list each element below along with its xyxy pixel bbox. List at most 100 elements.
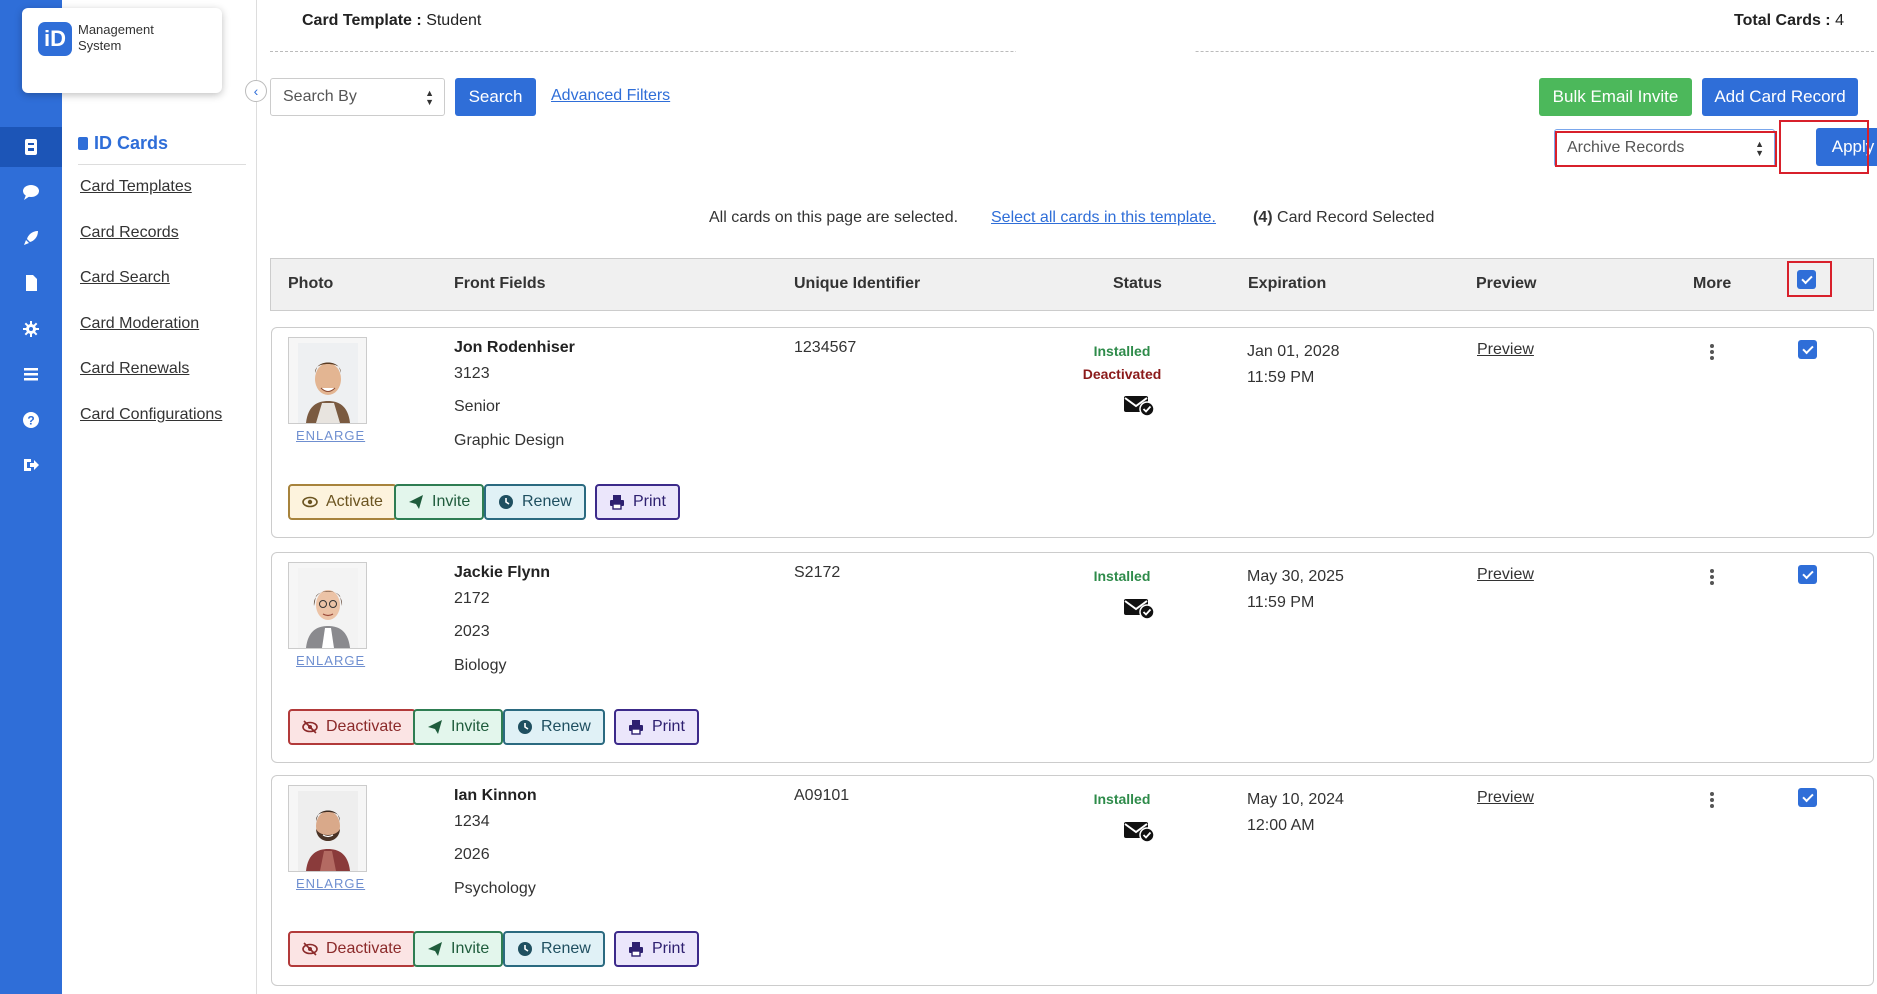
table-row: ENLARGE Ian Kinnon 1234 2026 Psychology … [271, 775, 1874, 986]
logout-icon[interactable] [0, 445, 62, 485]
deactivate-button[interactable]: Deactivate [288, 709, 416, 745]
email-sent-icon [1124, 396, 1155, 416]
card-field-id: 1234 [454, 813, 490, 830]
search-by-value: Search By [283, 88, 357, 105]
expiration-date: Jan 01, 2028 [1247, 343, 1340, 360]
col-unique-identifier: Unique Identifier [794, 275, 921, 292]
print-button[interactable]: Print [614, 931, 699, 967]
print-label: Print [652, 940, 685, 957]
print-button[interactable]: Print [595, 484, 680, 520]
expiration-time: 12:00 AM [1247, 817, 1315, 834]
renew-button[interactable]: Renew [484, 484, 586, 520]
activate-button[interactable]: Activate [288, 484, 397, 520]
table-row: ENLARGE Jon Rodenhiser 3123 Senior Graph… [271, 327, 1874, 538]
search-button[interactable]: Search [455, 78, 536, 116]
email-sent-icon [1124, 822, 1155, 842]
expiration-time: 11:59 PM [1247, 594, 1315, 611]
selection-message: All cards on this page are selected. [709, 209, 959, 226]
person-photo [288, 337, 367, 424]
table-row: ENLARGE Jackie Flynn 2172 2023 Biology S… [271, 552, 1874, 763]
enlarge-photo-link[interactable]: ENLARGE [296, 653, 366, 668]
clock-icon [518, 720, 532, 734]
icon-rail: ? [0, 0, 72, 994]
selected-count-label: Card Record Selected [1277, 209, 1435, 226]
list-icon[interactable] [0, 354, 62, 394]
nav-card-search[interactable]: Card Search [80, 269, 170, 286]
invite-button[interactable]: Invite [413, 709, 504, 745]
rocket-icon[interactable] [0, 218, 62, 258]
more-options-icon[interactable] [1709, 344, 1715, 362]
col-preview: Preview [1476, 275, 1537, 292]
paper-plane-icon [409, 495, 423, 509]
col-photo: Photo [288, 275, 334, 292]
gear-icon[interactable] [0, 309, 62, 349]
bulk-email-invite-button[interactable]: Bulk Email Invite [1539, 78, 1692, 116]
eye-slash-icon [302, 720, 318, 734]
enlarge-photo-link[interactable]: ENLARGE [296, 428, 366, 443]
renew-button[interactable]: Renew [503, 709, 605, 745]
highlight-box [1555, 131, 1777, 167]
more-options-icon[interactable] [1709, 569, 1715, 587]
nav-card-records[interactable]: Card Records [80, 224, 179, 241]
nav-card-moderation[interactable]: Card Moderation [80, 315, 200, 332]
row-checkbox[interactable] [1798, 788, 1817, 807]
selected-count: (4) Card Record Selected [1253, 209, 1434, 227]
header-gap [1016, 44, 1194, 56]
eye-slash-icon [302, 942, 318, 956]
subnav-title-label: ID Cards [94, 133, 169, 153]
status-installed: Installed [1093, 568, 1151, 584]
template-label: Card Template : Student [302, 12, 481, 30]
card-field-year: Senior [454, 398, 501, 415]
deactivate-button[interactable]: Deactivate [288, 931, 416, 967]
nav-card-renewals[interactable]: Card Renewals [80, 360, 190, 377]
id-card-icon[interactable] [0, 127, 72, 167]
advanced-filters-link[interactable]: Advanced Filters [551, 87, 671, 104]
renew-button[interactable]: Renew [503, 931, 605, 967]
apply-button[interactable]: Apply [1816, 128, 1877, 166]
invite-button[interactable]: Invite [394, 484, 485, 520]
more-options-icon[interactable] [1709, 792, 1715, 810]
sub-navigation [62, 0, 257, 994]
card-field-program: Psychology [454, 880, 536, 897]
card-field-program: Biology [454, 657, 507, 674]
deactivate-label: Deactivate [326, 718, 402, 735]
select-all-checkbox[interactable] [1797, 270, 1816, 289]
expiration: Jan 01, 2028 11:59 PM [1247, 339, 1340, 391]
help-icon[interactable]: ? [0, 400, 62, 440]
brand-logo[interactable]: iD Management System [22, 8, 222, 93]
add-card-record-button[interactable]: Add Card Record [1702, 78, 1858, 116]
expiration-date: May 10, 2024 [1247, 791, 1344, 808]
document-icon[interactable] [0, 263, 62, 303]
preview-link[interactable]: Preview [1477, 341, 1534, 358]
collapse-sidebar-button[interactable]: ‹ [245, 80, 267, 102]
person-photo [288, 785, 367, 872]
enlarge-photo-link[interactable]: ENLARGE [296, 876, 366, 891]
paper-plane-icon [428, 942, 442, 956]
row-checkbox[interactable] [1798, 340, 1817, 359]
invite-label: Invite [451, 940, 490, 957]
invite-label: Invite [451, 718, 490, 735]
expiration: May 30, 2025 11:59 PM [1247, 564, 1344, 616]
select-all-link[interactable]: Select all cards in this template. [991, 209, 1216, 226]
row-checkbox[interactable] [1798, 565, 1817, 584]
card-field-id: 2172 [454, 590, 490, 607]
search-by-select[interactable]: Search By ▲ ▼ [270, 78, 445, 116]
card-field-id: 3123 [454, 365, 490, 382]
renew-label: Renew [522, 493, 572, 510]
preview-link[interactable]: Preview [1477, 566, 1534, 583]
eye-icon [302, 496, 318, 508]
invite-button[interactable]: Invite [413, 931, 504, 967]
bulk-action-value: Archive Records [1567, 139, 1685, 156]
id-card-icon [78, 137, 88, 150]
nav-card-configurations[interactable]: Card Configurations [80, 406, 223, 423]
selected-count-number: (4) [1253, 209, 1273, 226]
highlight-box [1779, 120, 1869, 174]
renew-label: Renew [541, 718, 591, 735]
nav-card-templates[interactable]: Card Templates [80, 178, 192, 195]
preview-link[interactable]: Preview [1477, 789, 1534, 806]
printer-icon [629, 720, 643, 735]
print-label: Print [633, 493, 666, 510]
chat-icon[interactable] [0, 172, 62, 212]
print-button[interactable]: Print [614, 709, 699, 745]
template-name: Student [426, 12, 482, 29]
